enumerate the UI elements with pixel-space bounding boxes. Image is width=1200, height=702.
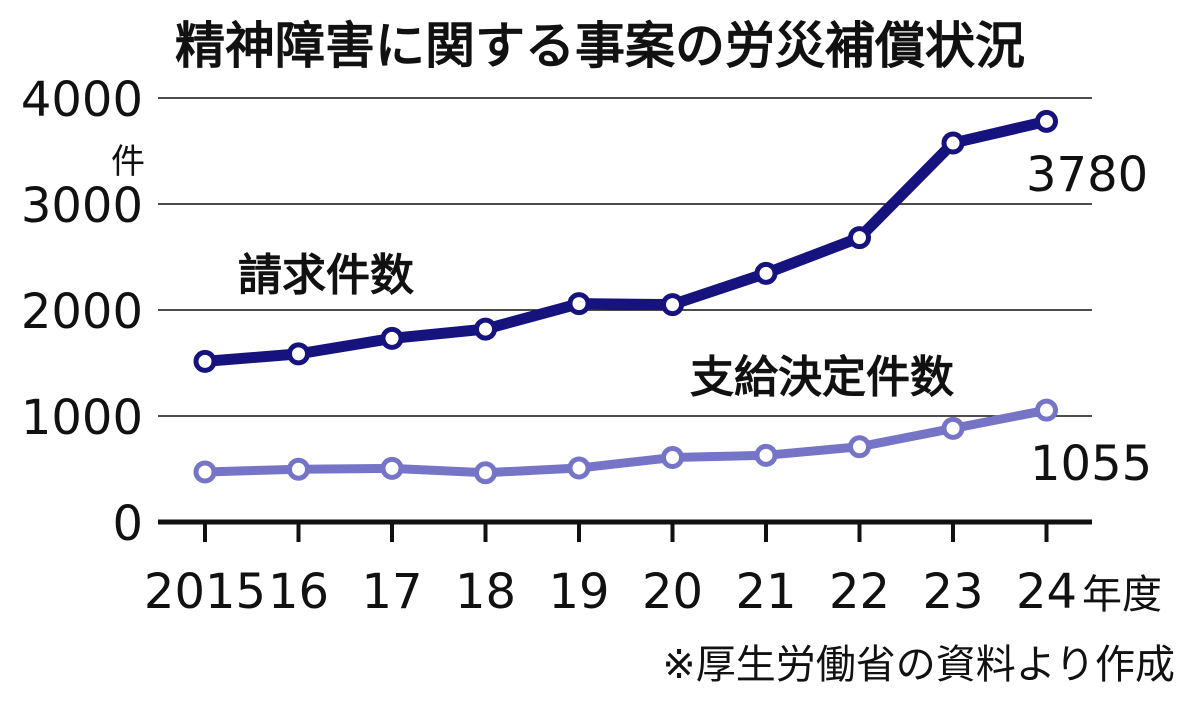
y-tick-label: 3000: [21, 178, 143, 234]
data-point-series-1: [941, 416, 965, 440]
data-point-series-0: [380, 326, 404, 350]
data-point-series-0: [848, 226, 871, 250]
y-tick-label: 2000: [21, 284, 143, 340]
data-point-series-0: [1035, 109, 1058, 133]
y-tick-label: 4000: [21, 72, 143, 128]
data-point-series-0: [474, 317, 497, 341]
data-point-series-1: [661, 446, 684, 470]
series-label-approvals: 支給決定件数: [690, 352, 954, 403]
x-tick-label: 22: [829, 564, 890, 620]
x-axis-ticks: 2015 16 17 18 19 20 21 22 23 24: [144, 522, 1077, 620]
end-label-approvals: 1055: [1030, 436, 1152, 492]
series-layer: [193, 109, 1058, 485]
data-point-series-1: [1035, 398, 1058, 422]
chart-title: 精神障害に関する事案の労災補償状況: [175, 17, 1025, 75]
data-point-series-0: [941, 131, 965, 155]
x-tick-label: 21: [735, 564, 796, 620]
series-label-requests: 請求件数: [238, 250, 414, 301]
data-point-series-1: [474, 461, 497, 485]
series-line-0: [199, 115, 1052, 367]
data-point-series-0: [754, 261, 778, 285]
x-tick-label: 19: [548, 564, 609, 620]
x-tick-label: 17: [361, 564, 422, 620]
data-point-series-1: [848, 435, 871, 459]
data-point-series-1: [287, 457, 310, 481]
x-tick-label: 18: [455, 564, 516, 620]
gridlines: [158, 97, 1092, 417]
data-point-series-1: [567, 456, 591, 480]
data-point-series-1: [754, 443, 778, 467]
data-point-series-1: [380, 456, 404, 480]
series-line-1: [200, 405, 1051, 478]
data-point-series-0: [287, 342, 310, 366]
y-tick-label: 0: [112, 496, 143, 552]
x-tick-label: 2015: [144, 564, 266, 620]
end-label-requests: 3780: [1026, 147, 1148, 203]
x-tick-label: 20: [642, 564, 703, 620]
data-point-series-1: [193, 460, 217, 484]
data-point-series-0: [193, 349, 217, 373]
x-tick-label: 24: [1016, 564, 1077, 620]
data-point-series-0: [567, 292, 591, 316]
x-tick-label: 23: [922, 564, 983, 620]
x-tick-label: 16: [268, 564, 329, 620]
source-note: ※厚生労働省の資料より作成: [662, 642, 1175, 688]
x-axis-unit: 年度: [1082, 572, 1162, 618]
data-point-series-0: [661, 293, 684, 317]
y-tick-label: 1000: [21, 390, 143, 446]
y-axis-unit: 件: [111, 142, 145, 182]
y-axis-ticks: 0 1000 2000 3000 4000: [21, 72, 143, 552]
